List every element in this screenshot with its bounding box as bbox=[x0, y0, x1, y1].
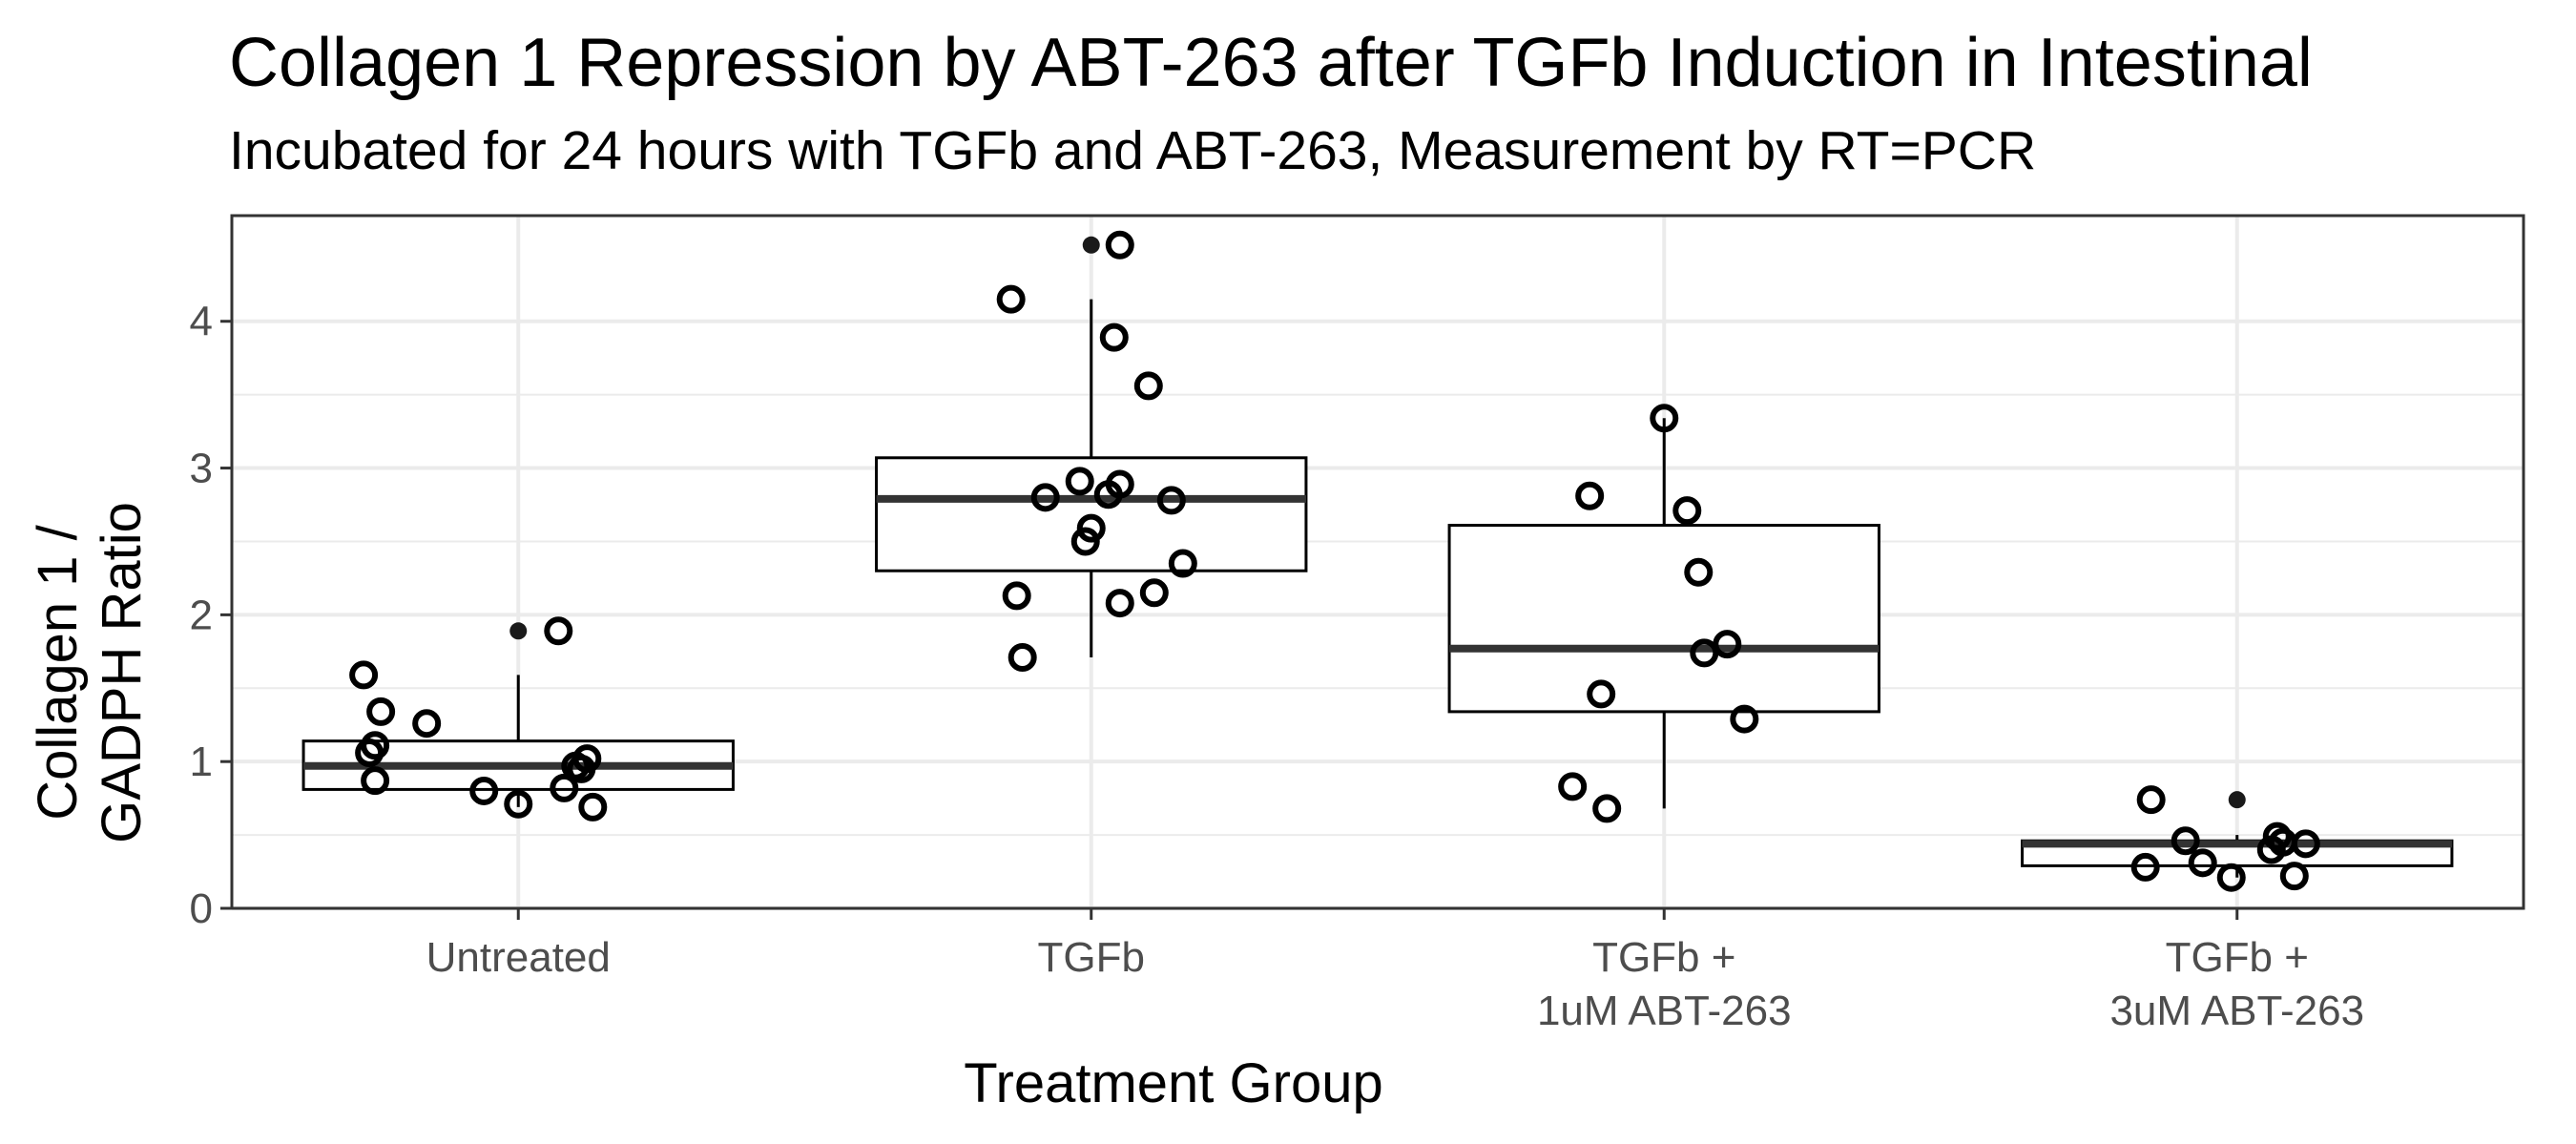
data-point bbox=[1076, 513, 1106, 543]
data-point bbox=[567, 754, 596, 783]
data-point bbox=[996, 284, 1026, 314]
data-point bbox=[1105, 230, 1134, 260]
y-tick-label: 2 bbox=[190, 592, 213, 638]
data-point bbox=[2216, 863, 2246, 892]
y-tick-label: 4 bbox=[190, 299, 213, 345]
data-point bbox=[366, 697, 396, 726]
data-point bbox=[1713, 630, 1742, 659]
data-point bbox=[1070, 527, 1100, 556]
outlier-point bbox=[509, 622, 528, 640]
box-group bbox=[301, 616, 735, 822]
data-point bbox=[1684, 557, 1714, 587]
data-point bbox=[1030, 483, 1060, 512]
outlier-point bbox=[2228, 791, 2246, 809]
data-point bbox=[2136, 785, 2166, 815]
data-point bbox=[2130, 852, 2160, 882]
chart-subtitle: Incubated for 24 hours with TGFb and ABT… bbox=[229, 120, 2036, 181]
data-point bbox=[1008, 642, 1037, 672]
data-point bbox=[504, 789, 533, 819]
panel-border bbox=[230, 214, 2525, 910]
data-point bbox=[1587, 679, 1616, 709]
data-point bbox=[1139, 578, 1169, 608]
y-axis-title-line-1: Collagen 1 / bbox=[27, 524, 89, 820]
data-point bbox=[1105, 589, 1134, 618]
box-group bbox=[1447, 404, 1880, 823]
y-tick-label: 1 bbox=[190, 738, 213, 785]
box-group bbox=[2021, 785, 2454, 892]
x-axis-title: Treatment Group bbox=[964, 1052, 1382, 1114]
data-point bbox=[1575, 481, 1605, 510]
data-point bbox=[2279, 862, 2309, 891]
x-tick-label: Untreated bbox=[426, 934, 611, 981]
data-point bbox=[1690, 638, 1719, 668]
data-point bbox=[355, 738, 384, 767]
data-point bbox=[361, 766, 390, 796]
y-axis-title: Collagen 1 / GADPH Ratio bbox=[27, 502, 153, 843]
box-group bbox=[875, 230, 1308, 672]
data-point bbox=[1065, 467, 1094, 496]
data-point bbox=[2188, 848, 2217, 878]
data-point bbox=[349, 660, 379, 690]
data-point bbox=[1168, 549, 1197, 578]
data-point bbox=[578, 792, 608, 822]
data-point bbox=[1650, 404, 1679, 433]
x-tick-label: TGFb bbox=[1038, 934, 1145, 981]
data-point bbox=[1672, 496, 1702, 526]
y-tick-label: 3 bbox=[190, 446, 213, 492]
y-tick-label: 0 bbox=[190, 885, 213, 932]
data-point bbox=[2171, 826, 2200, 856]
data-point bbox=[550, 773, 579, 802]
plot-area: 0 1 2 3 4 Untreated TGFb TGFb + 1uM ABT-263 TGFb … bbox=[190, 214, 2525, 1034]
box bbox=[1447, 524, 1880, 714]
x-tick-label: TGFb + bbox=[2166, 934, 2309, 981]
x-tick-label: TGFb + bbox=[1592, 934, 1735, 981]
outlier-point bbox=[1082, 236, 1100, 254]
data-point bbox=[2262, 822, 2292, 851]
data-point bbox=[469, 776, 499, 805]
data-point bbox=[1730, 704, 1759, 734]
y-axis-title-line-2: GADPH Ratio bbox=[91, 502, 153, 843]
data-point bbox=[1133, 371, 1163, 401]
data-point bbox=[2291, 829, 2320, 859]
data-point bbox=[1099, 322, 1129, 352]
data-point bbox=[544, 616, 573, 646]
x-tick-label: 3uM ABT-263 bbox=[2109, 988, 2364, 1034]
data-point bbox=[1002, 581, 1031, 611]
data-point bbox=[1592, 794, 1622, 823]
data-point bbox=[1105, 469, 1134, 499]
data-point bbox=[1558, 772, 1588, 801]
data-point bbox=[1156, 486, 1186, 515]
chart-title: Collagen 1 Repression by ABT-263 after T… bbox=[229, 25, 2313, 101]
data-point bbox=[412, 709, 442, 738]
x-tick-label: 1uM ABT-263 bbox=[1537, 988, 1792, 1034]
